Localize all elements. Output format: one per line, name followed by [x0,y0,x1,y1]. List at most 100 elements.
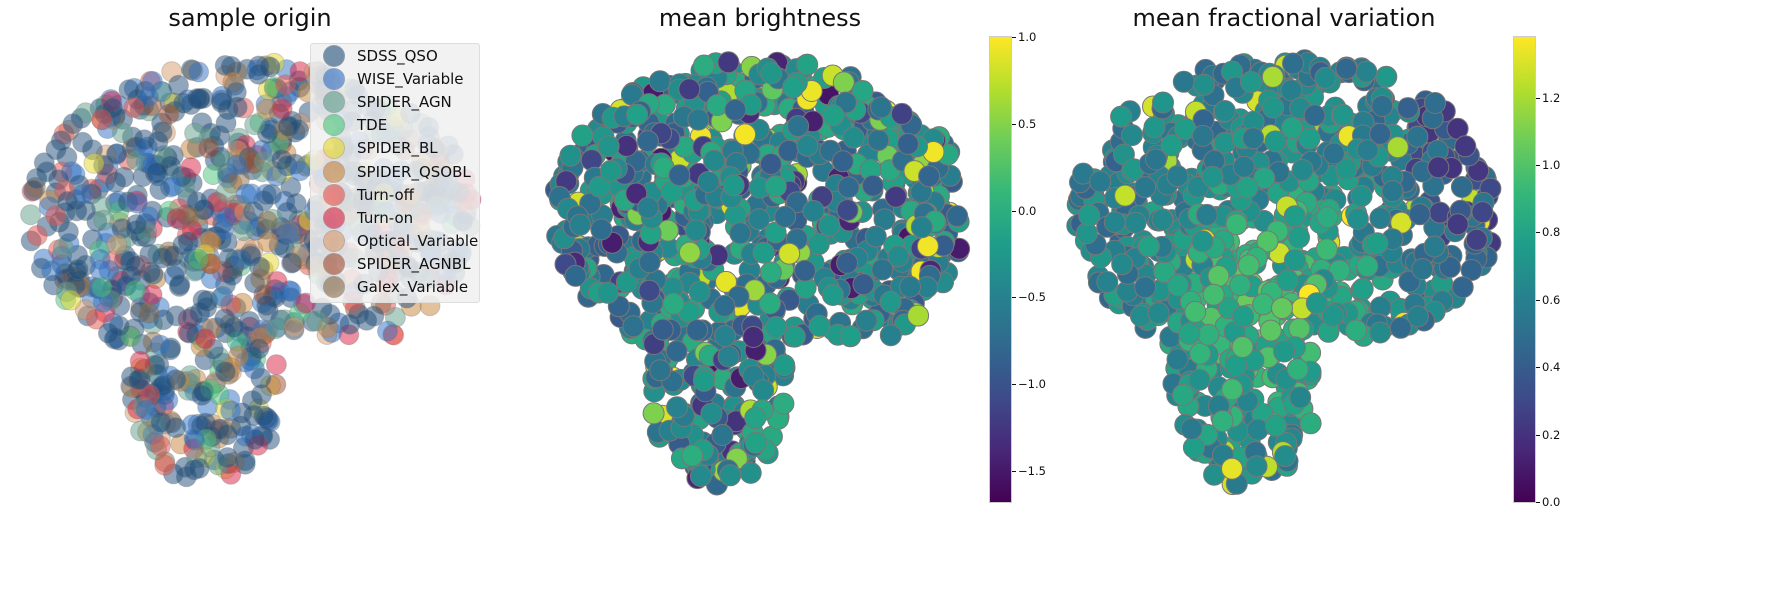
colorbar-tick-label: 1.0 [1018,30,1037,44]
scatter-point [1335,57,1358,80]
scatter-point [278,222,300,244]
scatter-point [773,354,796,377]
scatter-point [1207,265,1230,287]
scatter-point [839,325,862,348]
scatter-point [1335,158,1358,181]
scatter-point [93,209,115,231]
scatter-point [1345,319,1368,342]
colorbar-tick-label: 0.6 [1542,292,1561,307]
scatter-point [897,132,919,155]
scatter-point [135,399,157,421]
scatter-point [281,252,303,274]
scatter-point [794,259,816,282]
scatter-point [772,392,795,415]
scatter-point [240,245,262,267]
scatter-point [642,402,665,425]
colorbar-tick-mark [1012,384,1016,385]
scatter-point [836,199,859,222]
scatter-point [1089,170,1112,193]
scatter-point [1221,457,1243,480]
scatter-point [306,310,328,332]
scatter-point [1366,232,1389,255]
scatter-point [836,251,859,274]
scatter-point [588,175,611,198]
legend-item: SDSS_QSO [311,44,479,67]
scatter-point [910,216,933,239]
legend-marker [323,67,345,90]
scatter-point [837,176,860,199]
scatter-point [130,420,152,442]
scatter-point [146,161,168,183]
legend-item: Galex_Variable [311,276,479,299]
scatter-point [1225,354,1247,377]
scatter-point [703,149,726,172]
scatter-point [622,315,645,338]
scatter-point [149,179,171,201]
scatter-point [1166,165,1189,188]
scatter-point [124,279,146,301]
scatter-point [686,319,709,342]
scatter-point [1110,105,1133,128]
scatter-point [1172,383,1194,406]
scatter-point [194,328,216,350]
legend-item: Turn-on [311,206,479,229]
scatter-point [158,103,180,125]
legend-marker [323,44,345,67]
colorbar-tick-mark [1536,232,1540,234]
scatter-point [1172,70,1195,93]
scatter-point [57,190,79,212]
scatter-point [759,261,782,284]
scatter-point [864,225,887,248]
scatter-point [1271,297,1293,320]
colorbar-tick-mark [1536,502,1540,503]
scatter-point [1137,235,1160,258]
scatter-point [220,400,242,422]
scatter-point [1283,205,1306,228]
scatter-point [1197,323,1220,346]
scatter-point [233,220,255,242]
scatter-point [1298,127,1321,150]
scatter-point [637,196,660,219]
legend-marker [323,114,345,137]
scatter-point [693,369,715,392]
scatter-point [777,139,800,162]
scatter-point [778,242,801,265]
scatter-point [1346,207,1369,230]
scatter-point [1240,71,1262,93]
scatter-point [852,273,875,296]
scatter-point [1211,410,1234,433]
scatter-point [742,326,765,348]
scatter-point [752,241,775,264]
scatter-point [26,225,48,246]
scatter-point [271,98,293,120]
scatter-point [149,334,171,356]
scatter-point [1213,100,1236,122]
scatter-point [1225,213,1248,236]
scatter-point [363,305,385,327]
panel-title-sample-origin: sample origin [168,4,332,32]
scatter-point [253,405,275,427]
colorbar-tick-mark [1012,123,1016,125]
scatter-point [1288,226,1310,249]
scatter-point [192,289,214,311]
scatter-point [884,185,907,208]
scatter-point [150,411,172,433]
scatter-point [187,248,209,270]
scatter-point [1096,271,1119,293]
scatter-point [808,314,831,337]
scatter-point [1331,103,1354,126]
scatter-point [1264,130,1287,153]
panel-title-mean-fractional-variation: mean fractional variation [1132,4,1436,32]
scatter-point [1451,276,1474,299]
colorbar-tick-mark [1012,210,1016,212]
scatter-point [1406,305,1429,328]
scatter-point [861,174,884,197]
colorbar-mean-fractional-variation [1513,36,1536,503]
scatter-point [879,290,902,313]
scatter-point [887,245,910,268]
legend-label: Turn-on [357,208,414,227]
legend-item: SPIDER_AGN [311,90,479,113]
scatter-point [183,427,205,449]
legend-label: Turn-off [357,185,415,204]
